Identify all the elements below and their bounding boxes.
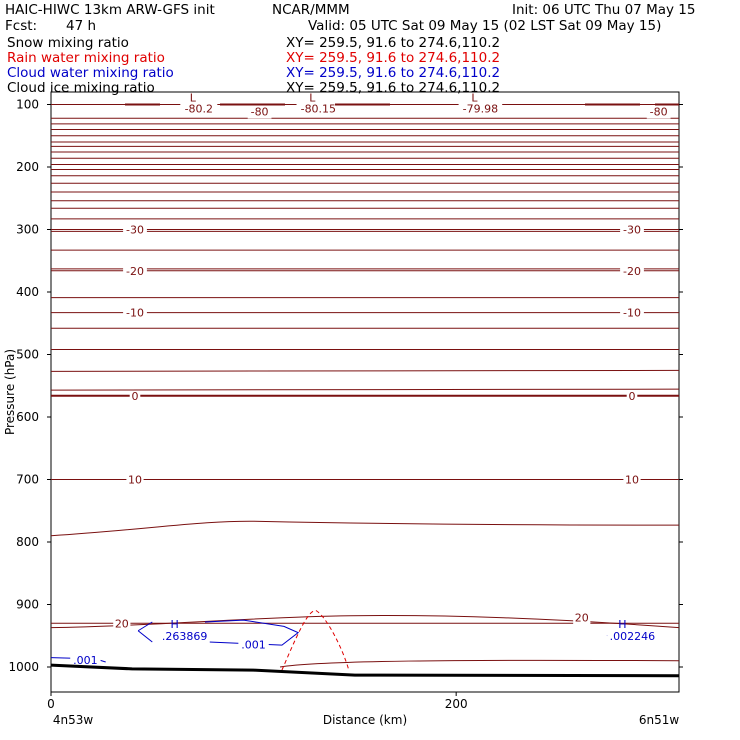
isentrope-line: [279, 659, 680, 668]
min-value-bg: [646, 106, 671, 119]
y-tick-label: 400: [16, 285, 39, 299]
init-time: Init: 06 UTC Thu 07 May 15: [512, 2, 696, 18]
cloud-water-letter: H: [171, 618, 179, 631]
terrain-line: [50, 663, 680, 678]
org-label: NCAR/MMM: [272, 2, 350, 18]
temp-label-left: 20: [115, 617, 129, 630]
temp-label-right-bg: [573, 612, 591, 625]
y-tick-label: 300: [16, 223, 39, 237]
field-label-cloud-water: Cloud water mixing ratio: [7, 65, 174, 81]
min-value-bg: [458, 103, 503, 116]
cloud-water-letter: H: [618, 618, 626, 631]
x-axis-label: Distance (km): [323, 713, 407, 727]
cloud-water-value: .001: [73, 654, 98, 667]
y-tick-label: 200: [16, 160, 39, 174]
temp-label-left: -10: [126, 307, 144, 320]
min-value: -80.15: [301, 102, 336, 115]
min-letter: L: [309, 91, 316, 104]
temp-label-right: -30: [623, 224, 641, 237]
cloud-water-value-bg: [70, 655, 101, 668]
temp-label-right-bg: [620, 224, 644, 237]
y-axis-label: Pressure (hPa): [3, 349, 17, 435]
min-value-bg: [180, 103, 218, 116]
temp-label-left-bg: [123, 265, 147, 278]
min-value-bg: [296, 103, 341, 116]
temp-label-left-bg: [123, 307, 147, 320]
min-letter: L: [190, 91, 197, 104]
min-value: -80.2: [185, 102, 213, 115]
cloud-water-contour: [137, 621, 153, 643]
temp-label-left-bg: [113, 618, 131, 631]
y-tick-label: 700: [16, 473, 39, 487]
x-tick-label: 200: [445, 697, 468, 711]
temp-label-right-bg: [620, 265, 644, 278]
cloud-water-value: .001: [241, 639, 266, 652]
x-end-label-right: 6n51w: [639, 713, 680, 727]
plot-frame: [50, 91, 680, 693]
y-tick-label: 900: [16, 598, 39, 612]
xy-snow: XY= 259.5, 91.6 to 274.6,110.2: [286, 35, 501, 51]
min-value-bg: [247, 106, 272, 119]
temp-label-right-bg: [623, 474, 641, 487]
temp-label-left: -30: [126, 224, 144, 237]
temp-label-right: -10: [623, 307, 641, 320]
temp-label-right-bg: [620, 307, 644, 320]
y-tick-label: 1000: [8, 660, 39, 674]
rain-water-contour: [281, 610, 350, 671]
min-value: -80: [251, 106, 269, 119]
temp-label-left-bg: [126, 474, 144, 487]
temp-label-right: 20: [575, 611, 589, 624]
temp-label-left-bg: [123, 224, 147, 237]
chart-title: HAIC-HIWC 13km ARW-GFS init: [5, 2, 215, 18]
valid-time: Valid: 05 UTC Sat 09 May 15 (02 LST Sat …: [308, 18, 662, 34]
temp-label-right: 0: [629, 390, 636, 403]
fcst-label: Fcst:: [5, 18, 38, 34]
temp-label-left: 0: [132, 390, 139, 403]
isentrope-line: [50, 369, 680, 372]
y-tick-label: 600: [16, 410, 39, 424]
min-letter: L: [471, 91, 478, 104]
field-label-rain: Rain water mixing ratio: [7, 50, 165, 66]
y-tick-label: 800: [16, 535, 39, 549]
min-value: -80: [650, 106, 668, 119]
xy-cloud-water: XY= 259.5, 91.6 to 274.6,110.2: [286, 65, 501, 81]
cloud-water-value: .263869: [162, 630, 208, 643]
min-value: -79.98: [463, 102, 498, 115]
x-end-label-left: 4n53w: [53, 713, 94, 727]
temp-label-right: 10: [625, 474, 639, 487]
x-tick-label: 0: [47, 697, 55, 711]
isentrope-line: [50, 520, 680, 537]
y-tick-label: 100: [16, 98, 39, 112]
cloud-water-value-bg: [607, 630, 658, 643]
cloud-water-contour: [204, 619, 300, 646]
cloud-water-value: .002246: [610, 630, 656, 643]
field-label-snow: Snow mixing ratio: [7, 35, 129, 51]
temp-label-left: -20: [126, 265, 144, 278]
temp-label-left-bg: [129, 390, 141, 403]
temp-label-left: 10: [128, 474, 142, 487]
temp-label-right: -20: [623, 265, 641, 278]
temp-label-right-bg: [626, 390, 638, 403]
cloud-water-value-bg: [238, 639, 269, 652]
xy-rain: XY= 259.5, 91.6 to 274.6,110.2: [286, 50, 501, 66]
cloud-water-value-bg: [159, 630, 210, 643]
fcst-value: 47 h: [66, 18, 97, 34]
y-tick-label: 500: [16, 348, 39, 362]
isentrope-line: [50, 388, 680, 391]
